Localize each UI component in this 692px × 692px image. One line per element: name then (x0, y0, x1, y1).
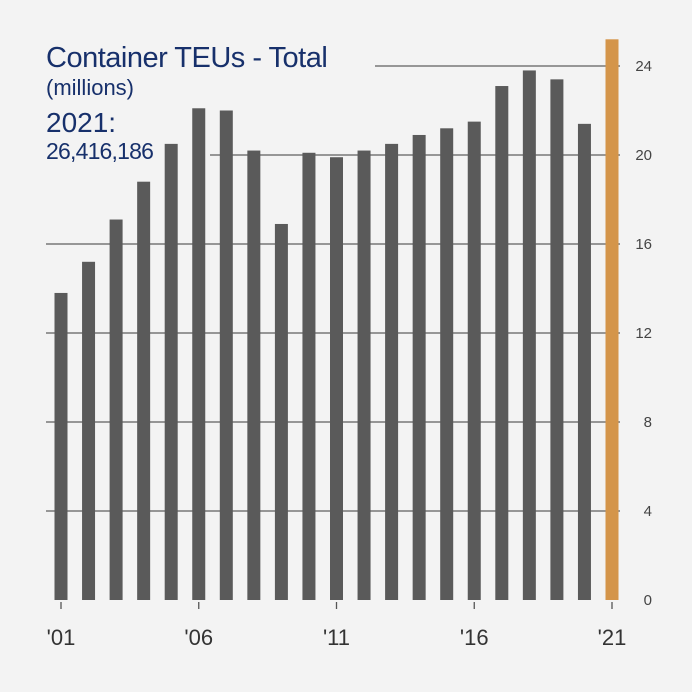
x-tick-label: '06 (184, 625, 213, 650)
highlight-year: 2021: (46, 107, 117, 138)
bar-2002 (82, 261, 96, 600)
bar-2004 (137, 181, 151, 600)
bar-2019 (550, 79, 564, 601)
bar-2003 (109, 219, 123, 600)
y-tick-label: 16 (635, 236, 652, 253)
bar-2005 (164, 143, 178, 600)
bar-2010 (302, 152, 316, 600)
x-tick-label: '21 (598, 625, 627, 650)
x-tick-label: '01 (47, 625, 76, 650)
bar-2017 (495, 86, 509, 600)
chart-subtitle: (millions) (46, 75, 134, 100)
y-tick-label: 8 (644, 414, 652, 431)
bar-2016 (467, 121, 481, 600)
y-tick-label: 20 (635, 147, 652, 164)
bar-2011 (330, 157, 343, 600)
title-block: Container TEUs - Total (millions) 2021: … (46, 40, 328, 164)
highlight-value: 26,416,186 (46, 138, 154, 164)
y-tick-label: 4 (644, 503, 652, 520)
x-tick-label: '11 (323, 625, 350, 650)
bar-2008 (247, 150, 261, 601)
bar-2021 (605, 39, 619, 601)
bar-2015 (440, 128, 454, 601)
bar-2012 (357, 150, 371, 601)
y-tick-label: 24 (635, 58, 652, 75)
y-tick-label: 0 (644, 592, 652, 609)
bar-2020 (577, 123, 591, 600)
bar-2009 (274, 223, 288, 600)
x-tick-label: '16 (460, 625, 489, 650)
bar-2001 (54, 292, 68, 600)
bar-2013 (385, 143, 399, 600)
bar-2018 (522, 70, 536, 600)
y-tick-label: 12 (635, 325, 652, 342)
chart-title: Container TEUs - Total (46, 42, 328, 74)
bar-2014 (412, 134, 426, 600)
bar-2006 (192, 108, 206, 601)
bar-2007 (219, 110, 233, 600)
